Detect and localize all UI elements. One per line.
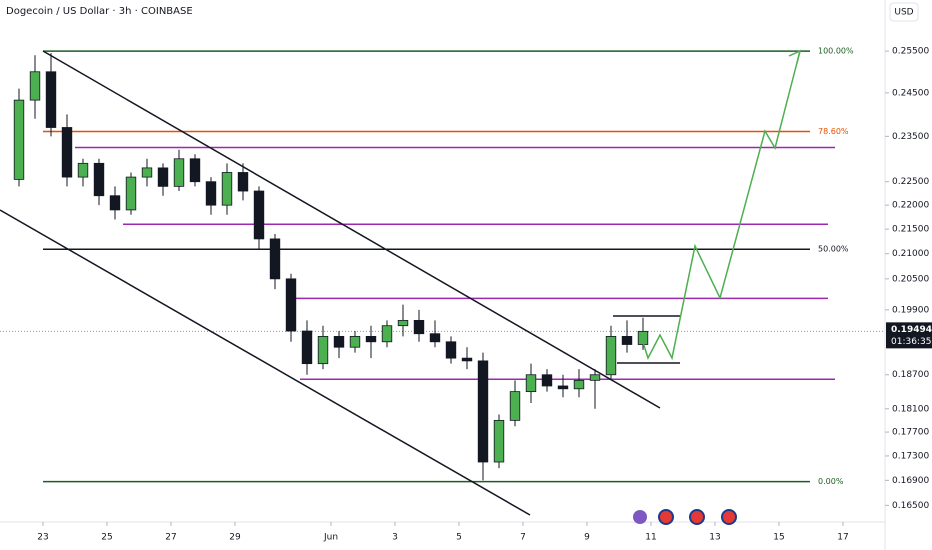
candle-body: [285, 278, 297, 332]
candle-body: [605, 335, 617, 376]
event-icon[interactable]: [658, 509, 674, 525]
x-tick-label: 17: [837, 533, 848, 543]
x-tick-label: 11: [645, 533, 656, 543]
y-tick-label: 0.16900: [892, 476, 929, 486]
candle-body: [445, 341, 457, 359]
candle-body: [125, 176, 137, 211]
y-tick-label: 0.16500: [892, 501, 929, 511]
candle-body: [29, 71, 41, 101]
fib-label: 78.60%: [818, 127, 849, 136]
candle-body: [525, 374, 537, 393]
x-tick-label: 7: [520, 533, 526, 543]
last-price-tag: [886, 322, 932, 349]
y-tick-label: 0.18100: [892, 404, 929, 414]
chart-title: Dogecoin / US Dollar · 3h · COINBASE: [6, 6, 193, 17]
candle-body: [333, 335, 345, 348]
currency-box[interactable]: [889, 2, 919, 22]
event-icon[interactable]: [689, 509, 705, 525]
candle-body: [269, 238, 281, 280]
currency[interactable]: USD: [894, 8, 913, 18]
y-tick-label: 0.19900: [892, 305, 929, 315]
event-icon[interactable]: [721, 509, 737, 525]
channel-upper: [42, 50, 661, 409]
y-tick-label: 0.22000: [892, 201, 929, 211]
candle-body: [189, 158, 201, 183]
candle-body: [509, 391, 521, 421]
candle-body: [493, 419, 505, 463]
plot: 0.25500 0.24500 0.23500 0.22500 0.22000 0.215…: [0, 47, 929, 543]
channel-lower: [0, 209, 531, 516]
x-tick-label: 23: [37, 533, 48, 543]
y-tick-label: 0.22500: [892, 177, 929, 187]
projection-path: [639, 50, 801, 361]
last-price-label: 0.19494: [891, 325, 932, 335]
x-tick-label: 29: [229, 533, 241, 543]
y-tick-label: 0.25500: [892, 47, 929, 57]
fib-label: 50.00%: [818, 245, 849, 254]
candle-body: [45, 71, 57, 128]
candle-body: [13, 99, 25, 180]
y-tick-label: 0.21000: [892, 249, 929, 259]
y-tick-label: 0.20500: [892, 274, 929, 284]
candle-body: [221, 172, 233, 206]
candle-body: [61, 127, 73, 178]
event-icons: [633, 509, 737, 525]
candle-body: [397, 319, 409, 327]
x-tick-label: 3: [392, 533, 398, 543]
fib-label: 0.00%: [818, 477, 844, 486]
candle-body: [141, 167, 153, 178]
x-tick-label: 5: [456, 533, 462, 543]
candle-body: [77, 162, 89, 178]
candle-body: [93, 162, 105, 197]
candle-body: [413, 319, 425, 335]
candle-body: [573, 379, 585, 390]
candle-body: [589, 374, 601, 381]
candle-body: [461, 357, 473, 362]
y-tick-label: 0.17700: [892, 428, 929, 438]
y-tick-label: 0.24500: [892, 88, 929, 98]
x-tick-label: 13: [709, 533, 720, 543]
candle-body: [317, 335, 329, 365]
candle-body: [541, 374, 553, 387]
candle-body: [237, 172, 249, 192]
candle-body: [557, 385, 569, 390]
y-tick-label: 0.23500: [892, 132, 929, 142]
candle-body: [621, 335, 633, 345]
x-tick-label: Jun: [323, 533, 338, 543]
candle-body: [429, 333, 441, 343]
x-tick-label: 27: [165, 533, 176, 543]
candle-body: [205, 181, 217, 206]
candle-body: [349, 335, 361, 348]
candle-body: [301, 330, 313, 365]
y-tick-label: 0.17300: [892, 451, 929, 461]
projection-arrow: [788, 49, 802, 64]
x-tick-label: 15: [773, 533, 784, 543]
y-tick-label: 0.18700: [892, 370, 929, 380]
event-icon[interactable]: [633, 510, 647, 524]
candle-body: [157, 167, 169, 187]
candle-body: [381, 325, 393, 343]
y-tick-label: 0.21500: [892, 225, 929, 235]
candle-body: [477, 360, 489, 463]
countdown: 01:36:35: [891, 337, 931, 347]
candle-body: [109, 195, 121, 211]
x-tick-label: 25: [101, 533, 112, 543]
fib-label: 100.00%: [818, 47, 854, 56]
candle-body: [365, 335, 377, 343]
candle-body: [173, 158, 185, 187]
drawings: [0, 49, 802, 516]
x-tick-label: 9: [584, 533, 590, 543]
candle-body: [253, 190, 265, 240]
